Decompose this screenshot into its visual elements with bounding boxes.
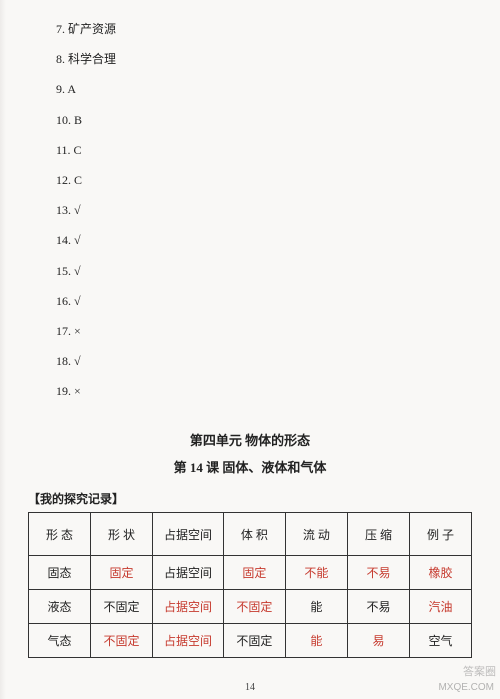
answer-item: 17. × — [56, 322, 116, 341]
cell: 橡胶 — [409, 556, 471, 590]
cell: 能 — [285, 624, 347, 658]
answer-item: 13. √ — [56, 201, 116, 220]
cell: 空气 — [409, 624, 471, 658]
row-label: 气态 — [29, 624, 91, 658]
answer-item: 12. C — [56, 171, 116, 190]
section-title: 第四单元 物体的形态 — [0, 430, 500, 449]
answer-item: 7. 矿产资源 — [56, 20, 116, 39]
table-row: 气态 不固定 占据空间 不固定 能 易 空气 — [29, 624, 472, 658]
answer-item: 10. B — [56, 111, 116, 130]
cell: 能 — [285, 590, 347, 624]
answer-item: 15. √ — [56, 262, 116, 281]
page-root: 7. 矿产资源 8. 科学合理 9. A 10. B 11. C 12. C 1… — [0, 0, 500, 699]
table-row: 液态 不固定 占据空间 不固定 能 不易 汽油 — [29, 590, 472, 624]
cell: 占据空间 — [153, 556, 224, 590]
answer-item: 14. √ — [56, 231, 116, 250]
row-label: 液态 — [29, 590, 91, 624]
col-header: 体 积 — [223, 513, 285, 556]
cell: 不固定 — [91, 624, 153, 658]
cell: 汽油 — [409, 590, 471, 624]
answer-item: 16. √ — [56, 292, 116, 311]
col-header: 例 子 — [409, 513, 471, 556]
answer-item: 9. A — [56, 80, 116, 99]
cell: 易 — [347, 624, 409, 658]
col-header: 流 动 — [285, 513, 347, 556]
cell: 不固定 — [223, 590, 285, 624]
cell: 占据空间 — [153, 624, 224, 658]
col-header: 形 态 — [29, 513, 91, 556]
corner-brand: 答案圈 — [463, 663, 496, 679]
table-header-row: 形 态 形 状 占据空间 体 积 流 动 压 缩 例 子 — [29, 513, 472, 556]
cell: 占据空间 — [153, 590, 224, 624]
cell: 不易 — [347, 590, 409, 624]
answer-list: 7. 矿产资源 8. 科学合理 9. A 10. B 11. C 12. C 1… — [56, 20, 116, 412]
col-header: 占据空间 — [153, 513, 224, 556]
cell: 不能 — [285, 556, 347, 590]
table-row: 固态 固定 占据空间 固定 不能 不易 橡胶 — [29, 556, 472, 590]
page-number: 14 — [0, 682, 500, 693]
answer-item: 19. × — [56, 382, 116, 401]
watermark: MXQE.COM — [438, 682, 494, 693]
states-table: 形 态 形 状 占据空间 体 积 流 动 压 缩 例 子 固态 固定 占据空间 … — [28, 512, 472, 658]
page-left-shadow — [0, 0, 6, 699]
cell: 固定 — [91, 556, 153, 590]
col-header: 压 缩 — [347, 513, 409, 556]
row-label: 固态 — [29, 556, 91, 590]
answer-item: 11. C — [56, 141, 116, 160]
lesson-title: 第 14 课 固体、液体和气体 — [0, 457, 500, 476]
cell: 固定 — [223, 556, 285, 590]
cell: 不固定 — [91, 590, 153, 624]
cell: 不固定 — [223, 624, 285, 658]
answer-item: 18. √ — [56, 352, 116, 371]
col-header: 形 状 — [91, 513, 153, 556]
cell: 不易 — [347, 556, 409, 590]
record-label: 【我的探究记录】 — [28, 490, 124, 507]
headings-block: 第四单元 物体的形态 第 14 课 固体、液体和气体 — [0, 430, 500, 476]
answer-item: 8. 科学合理 — [56, 50, 116, 69]
